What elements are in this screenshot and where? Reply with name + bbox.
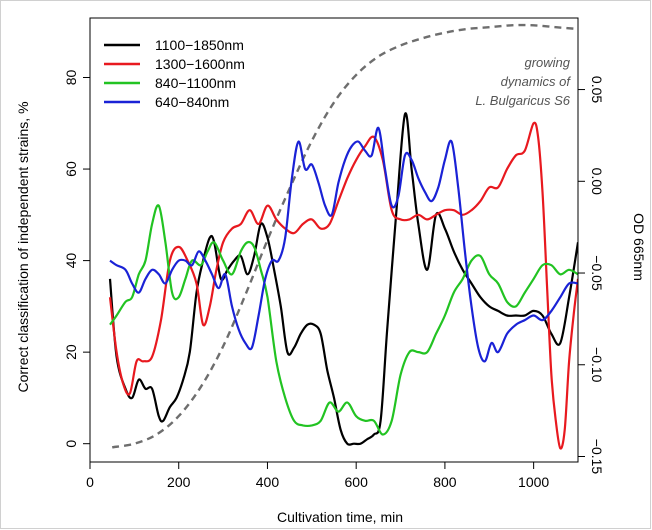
- x-tick-label: 400: [256, 474, 280, 490]
- plot-box: [89, 17, 579, 463]
- y2-tick-label: −0.10: [589, 347, 605, 383]
- y-tick-label: 20: [63, 344, 79, 360]
- y-tick-label: 40: [63, 253, 79, 269]
- annotation-line-1: growing: [524, 55, 570, 70]
- y-tick-label: 80: [63, 70, 79, 86]
- legend-label-3: 840−1100nm: [155, 75, 236, 91]
- x-tick-label: 0: [86, 474, 94, 490]
- legend-label-4: 640−840nm: [155, 94, 229, 110]
- series-line-4: [109, 126, 578, 363]
- y-tick-label: 0: [63, 440, 79, 448]
- y-axis-title: Correct classification of independent st…: [15, 101, 31, 392]
- growth-annotation: growing dynamics of L. Bulgaricus S6: [475, 55, 571, 108]
- x-tick-label: 200: [167, 474, 191, 490]
- series-line-3: [109, 204, 578, 436]
- legend: 1100−1850nm 1300−1600nm 840−1100nm 640−840n…: [104, 37, 245, 110]
- y2-tick-label: −0.15: [589, 439, 605, 475]
- y2-tick-label: −0.05: [589, 255, 605, 291]
- growth-curve-line: [112, 23, 578, 449]
- annotation-line-2: dynamics of: [501, 74, 572, 89]
- x-tick-label: 800: [433, 474, 457, 490]
- axes: 0 200 400 600 800 1000 0 20 40 60 80 −0.15 −0.10 −0.0…: [63, 17, 605, 490]
- series-line-1: [108, 112, 578, 446]
- annotation-line-3: L. Bulgaricus S6: [475, 93, 570, 108]
- legend-label-2: 1300−1600nm: [155, 56, 245, 72]
- y2-axis-title: OD 665nm: [631, 213, 647, 281]
- plot-area: [108, 23, 578, 450]
- x-tick-label: 600: [345, 474, 369, 490]
- x-tick-label: 1000: [518, 474, 549, 490]
- y2-tick-label: 0.00: [589, 168, 605, 195]
- y2-tick-label: 0.05: [589, 76, 605, 103]
- y-tick-label: 60: [63, 161, 79, 177]
- x-axis-title: Cultivation time, min: [277, 509, 403, 525]
- series-line-2: [108, 121, 578, 450]
- legend-label-1: 1100−1850nm: [155, 37, 244, 53]
